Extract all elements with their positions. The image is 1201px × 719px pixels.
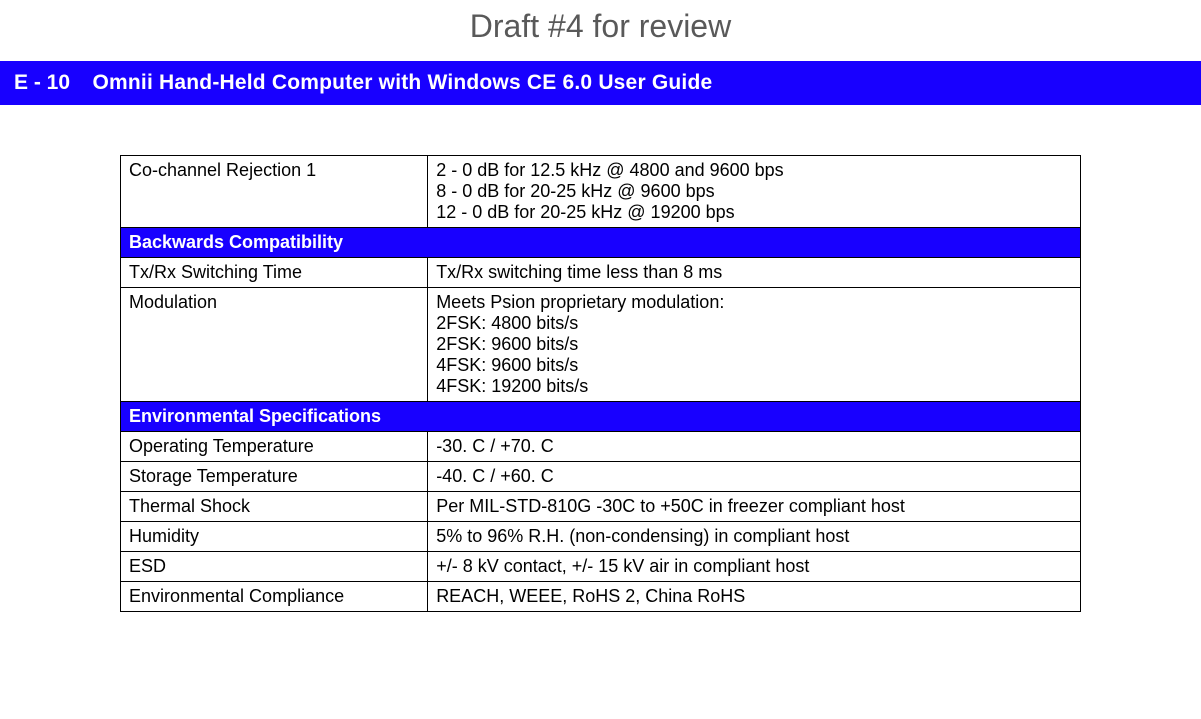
value-cell: REACH, WEEE, RoHS 2, China RoHS <box>428 582 1081 612</box>
value-cell: +/- 8 kV contact, +/- 15 kV air in compl… <box>428 552 1081 582</box>
spec-table: Co-channel Rejection 12 - 0 dB for 12.5 … <box>120 155 1081 612</box>
table-row: Operating Temperature-30. C / +70. C <box>121 432 1081 462</box>
param-cell: Operating Temperature <box>121 432 428 462</box>
value-cell: -40. C / +60. C <box>428 462 1081 492</box>
table-row: Storage Temperature-40. C / +60. C <box>121 462 1081 492</box>
param-cell: Thermal Shock <box>121 492 428 522</box>
table-row: Tx/Rx Switching TimeTx/Rx switching time… <box>121 258 1081 288</box>
value-cell: -30. C / +70. C <box>428 432 1081 462</box>
value-cell: Meets Psion proprietary modulation: 2FSK… <box>428 288 1081 402</box>
content-area: Co-channel Rejection 12 - 0 dB for 12.5 … <box>0 105 1201 632</box>
table-row: ESD+/- 8 kV contact, +/- 15 kV air in co… <box>121 552 1081 582</box>
table-row: Humidity5% to 96% R.H. (non-condensing) … <box>121 522 1081 552</box>
table-row: Thermal ShockPer MIL-STD-810G -30C to +5… <box>121 492 1081 522</box>
param-cell: Modulation <box>121 288 428 402</box>
page-header-bar: E - 10 Omnii Hand-Held Computer with Win… <box>0 61 1201 105</box>
param-cell: Storage Temperature <box>121 462 428 492</box>
param-cell: Environmental Compliance <box>121 582 428 612</box>
table-row: Environmental Specifications <box>121 402 1081 432</box>
spec-table-body: Co-channel Rejection 12 - 0 dB for 12.5 … <box>121 156 1081 612</box>
page-number: E - 10 <box>14 71 70 94</box>
param-cell: Humidity <box>121 522 428 552</box>
table-row: Environmental ComplianceREACH, WEEE, RoH… <box>121 582 1081 612</box>
param-cell: ESD <box>121 552 428 582</box>
page-title: Omnii Hand-Held Computer with Windows CE… <box>92 71 712 94</box>
table-row: Backwards Compatibility <box>121 228 1081 258</box>
param-cell: Co-channel Rejection 1 <box>121 156 428 228</box>
value-cell: 5% to 96% R.H. (non-condensing) in compl… <box>428 522 1081 552</box>
section-header-cell: Environmental Specifications <box>121 402 1081 432</box>
value-cell: 2 - 0 dB for 12.5 kHz @ 4800 and 9600 bp… <box>428 156 1081 228</box>
section-header-cell: Backwards Compatibility <box>121 228 1081 258</box>
draft-banner: Draft #4 for review <box>0 0 1201 61</box>
param-cell: Tx/Rx Switching Time <box>121 258 428 288</box>
value-cell: Per MIL-STD-810G -30C to +50C in freezer… <box>428 492 1081 522</box>
table-row: Co-channel Rejection 12 - 0 dB for 12.5 … <box>121 156 1081 228</box>
table-row: ModulationMeets Psion proprietary modula… <box>121 288 1081 402</box>
value-cell: Tx/Rx switching time less than 8 ms <box>428 258 1081 288</box>
